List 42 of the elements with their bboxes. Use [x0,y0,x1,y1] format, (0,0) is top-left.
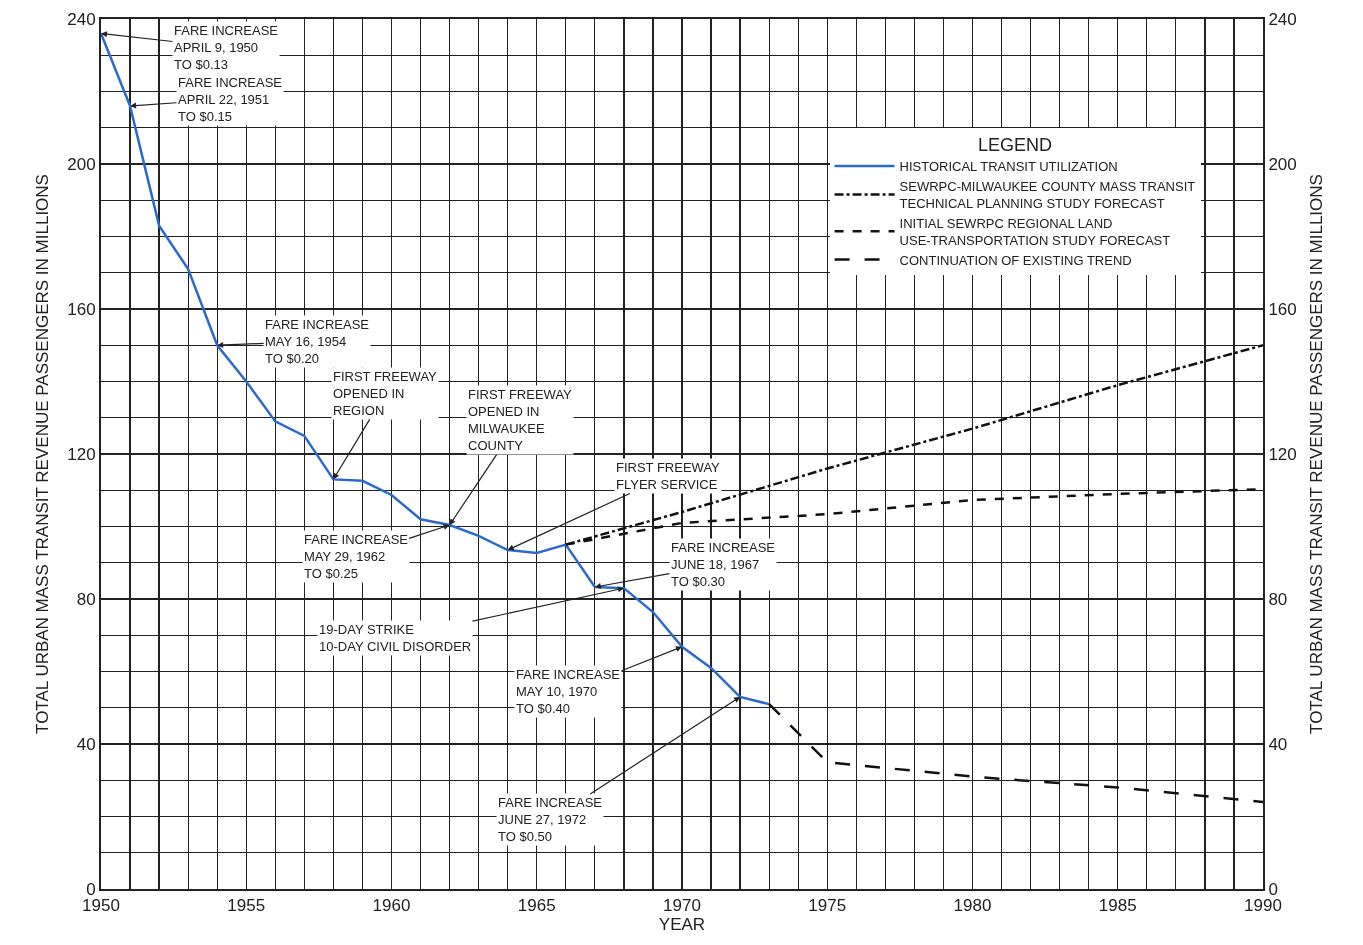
x-tick-label: 1950 [82,896,120,916]
y-tick-label: 120 [67,444,96,464]
y-tick-label: 80 [76,589,96,609]
y2-tick-label: 160 [1268,299,1297,319]
legend-label: INITIAL SEWRPC REGIONAL LAND USE-TRANSPORTATION STUDY FORECAST [899,215,1171,248]
annotation: FIRST FREEWAY OPENED IN REGION [333,369,438,418]
legend-label: CONTINUATION OF EXISTING TREND [899,252,1132,268]
annotation: FIRST FREEWAY OPENED IN MILWAUKEE COUNTY [468,387,573,453]
y2-tick-label: 200 [1268,154,1297,174]
legend-title: LEGEND [978,135,1053,156]
x-axis-title: YEAR [658,915,706,935]
y-tick-label: 200 [67,154,96,174]
y2-axis-title: TOTAL URBAN MASS TRANSIT REVENUE PASSENGERS IN MILLIONS [1306,174,1326,734]
y-tick-label: 240 [67,9,96,29]
y2-tick-label: 120 [1268,444,1297,464]
x-tick-label: 1990 [1244,896,1282,916]
annotation: FARE INCREASE APRIL 22, 1951 TO $0.15 [178,75,283,124]
x-tick-label: 1975 [808,896,847,916]
y-tick-label: 0 [86,879,96,899]
y-tick-label: 40 [76,734,96,754]
annotation: FARE INCREASE MAY 29, 1962 TO $0.25 [304,532,409,581]
annotation: 19-DAY STRIKE 10-DAY CIVIL DISORDER [319,622,472,654]
legend-label: SEWRPC-MILWAUKEE COUNTY MASS TRANSIT TECHNICAL PLANNING STUDY FORECAST [899,179,1196,211]
x-tick-label: 1955 [227,896,266,916]
x-tick-label: 1965 [517,896,556,916]
annotation: FARE INCREASE JUNE 27, 1972 TO $0.50 [498,795,603,844]
annotation: FARE INCREASE JUNE 18, 1967 TO $0.30 [671,540,776,589]
annotation: FIRST FREEWAY FLYER SERVICE [616,460,721,492]
x-tick-label: 1985 [1098,896,1137,916]
legend-label: HISTORICAL TRANSIT UTILIZATION [899,159,1118,175]
y-tick-label: 160 [67,299,96,319]
y2-tick-label: 40 [1268,734,1288,754]
x-tick-label: 1970 [663,896,701,916]
annotation: FARE INCREASE MAY 16, 1954 TO $0.20 [265,317,370,366]
y2-tick-label: 0 [1268,879,1278,899]
x-tick-label: 1960 [372,896,411,916]
y2-tick-label: 80 [1268,589,1288,609]
y-axis-title: TOTAL URBAN MASS TRANSIT REVENUE PASSENGERS IN MILLIONS [33,174,53,734]
annotation: FARE INCREASE APRIL 9, 1950 TO $0.13 [174,23,279,72]
annotation: FARE INCREASE MAY 10, 1970 TO $0.40 [516,667,621,716]
y2-tick-label: 240 [1268,9,1297,29]
x-tick-label: 1980 [953,896,992,916]
